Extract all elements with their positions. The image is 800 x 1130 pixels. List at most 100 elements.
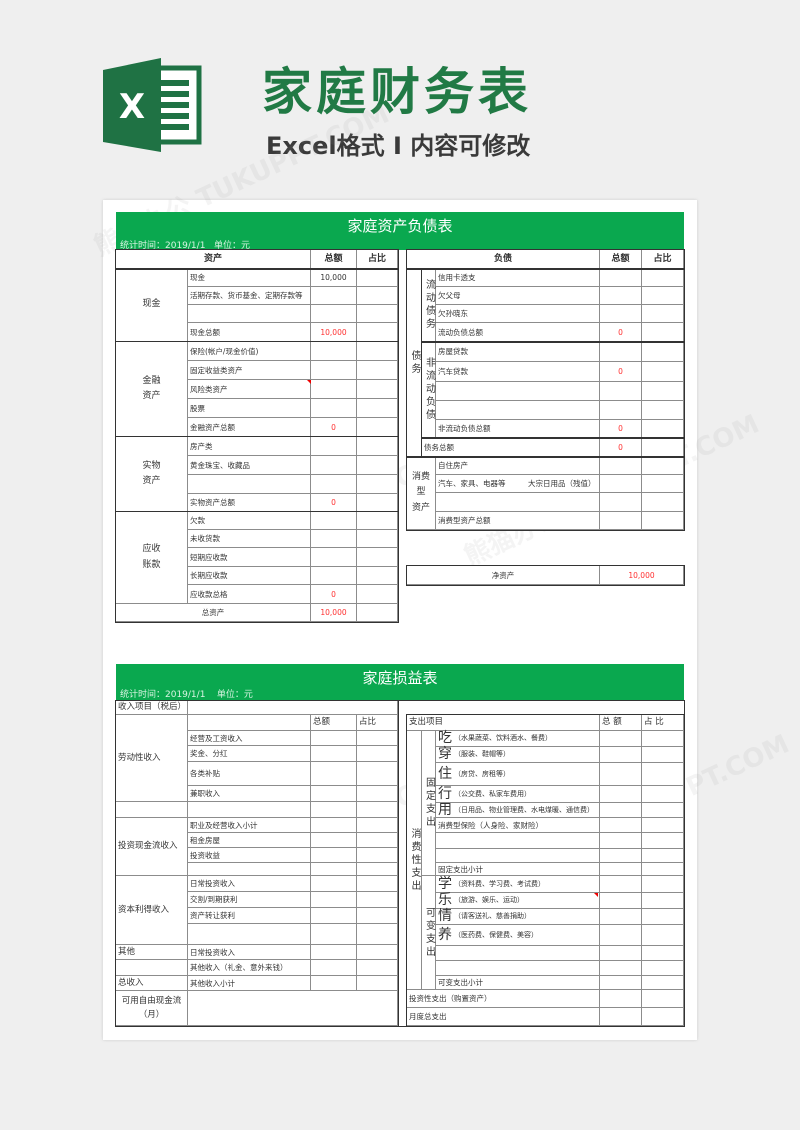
expense-item[interactable]: 可变支出小计	[436, 976, 600, 990]
liability-total-cell[interactable]	[600, 512, 642, 530]
income-ratio-cell[interactable]	[357, 876, 398, 892]
asset-item[interactable]: 股票	[188, 399, 311, 418]
asset-category[interactable]: 实物 资产	[116, 437, 188, 512]
expense-total-cell[interactable]	[600, 925, 642, 946]
expense-ratio-cell[interactable]	[642, 763, 684, 786]
income-total-cell[interactable]	[311, 848, 357, 863]
blank-cell[interactable]	[188, 715, 311, 731]
expense-ratio-cell[interactable]	[642, 833, 684, 849]
asset-item[interactable]: 未收货款	[188, 530, 311, 548]
liability-item[interactable]: 自住房产	[436, 457, 600, 475]
asset-item[interactable]: 固定收益类资产	[188, 361, 311, 380]
column-header-total[interactable]: 总额	[311, 715, 357, 731]
comment-indicator-icon[interactable]	[307, 380, 311, 384]
expense-total-cell[interactable]	[600, 909, 642, 925]
income-ratio-cell[interactable]	[357, 818, 398, 833]
blank-cell[interactable]	[116, 802, 188, 818]
income-total-cell[interactable]	[311, 786, 357, 802]
asset-ratio-cell[interactable]	[357, 323, 398, 342]
liability-total-cell[interactable]	[600, 493, 642, 512]
expense-item[interactable]: 情（请客送礼、慈善捐助）	[436, 908, 600, 925]
expense-item[interactable]: 穿（服装、鞋帽等）	[436, 746, 600, 763]
liability-ratio-cell[interactable]	[642, 493, 684, 512]
liability-ratio-cell[interactable]	[642, 362, 684, 382]
asset-ratio-cell[interactable]	[357, 287, 398, 305]
asset-item[interactable]: 短期应收款	[188, 548, 311, 567]
expense-total-cell[interactable]	[600, 786, 642, 803]
asset-ratio-cell[interactable]	[357, 342, 398, 361]
fixed-expense-label[interactable]: 固定支出	[422, 731, 436, 876]
liability-item[interactable]: 非流动负债总额	[436, 420, 600, 438]
expense-item[interactable]	[436, 849, 600, 863]
income-total-cell[interactable]	[311, 945, 357, 960]
expense-item[interactable]: 固定支出小计	[436, 863, 600, 876]
net-assets-value[interactable]: 10,000	[600, 566, 684, 585]
asset-total-cell[interactable]	[311, 512, 357, 530]
expense-ratio-cell[interactable]	[642, 818, 684, 833]
expense-total-cell[interactable]	[600, 990, 642, 1008]
expense-ratio-cell[interactable]	[642, 976, 684, 990]
asset-item[interactable]: 现金	[188, 269, 311, 287]
income-total-cell[interactable]	[311, 818, 357, 833]
liability-total-cell[interactable]	[600, 305, 642, 323]
expense-ratio-cell[interactable]	[642, 990, 684, 1008]
total-assets-label[interactable]: 总资产	[116, 604, 311, 622]
asset-ratio-cell[interactable]	[357, 399, 398, 418]
asset-item[interactable]: 欠款	[188, 512, 311, 530]
liability-item[interactable]: 汽车、家具、电器等 大宗日用品（残值）	[436, 475, 600, 493]
asset-total-cell[interactable]	[311, 567, 357, 585]
income-item[interactable]	[188, 924, 311, 945]
asset-item[interactable]: 风险类资产	[188, 380, 311, 399]
liability-ratio-cell[interactable]	[642, 287, 684, 305]
expense-total-cell[interactable]	[600, 1008, 642, 1026]
income-item[interactable]: 其他收入（礼金、意外来钱）	[188, 960, 311, 976]
asset-total-cell[interactable]: 0	[311, 418, 357, 437]
column-header-total[interactable]: 总 额	[600, 715, 642, 731]
blank-cell[interactable]	[188, 802, 311, 818]
income-total-cell[interactable]	[311, 762, 357, 786]
income-total-cell[interactable]	[311, 833, 357, 848]
expense-item[interactable]: 住（房贷、房租等）	[436, 763, 600, 786]
asset-total-cell[interactable]: 0	[311, 494, 357, 512]
asset-item[interactable]: 现金总额	[188, 323, 311, 342]
liability-item[interactable]: 欠父母	[436, 287, 600, 305]
asset-total-cell[interactable]: 0	[311, 585, 357, 604]
expense-section-label[interactable]: 支出项目	[407, 715, 600, 731]
liability-ratio-cell[interactable]	[642, 420, 684, 438]
asset-ratio-cell[interactable]	[357, 494, 398, 512]
income-category[interactable]: 资本利得收入	[116, 876, 188, 945]
income-total-cell[interactable]	[311, 892, 357, 908]
asset-item[interactable]: 房产类	[188, 437, 311, 456]
expense-ratio-cell[interactable]	[642, 961, 684, 976]
expense-ratio-cell[interactable]	[642, 876, 684, 893]
income-misc-label[interactable]: 其他	[116, 945, 188, 960]
expense-ratio-cell[interactable]	[642, 849, 684, 863]
income-item[interactable]: 其他收入小计	[188, 976, 311, 991]
asset-ratio-cell[interactable]	[357, 437, 398, 456]
asset-total-cell[interactable]	[311, 437, 357, 456]
expense-item[interactable]: 用（日用品、物业管理费、水电煤暖、通信费）	[436, 802, 600, 818]
expense-ratio-cell[interactable]	[642, 1008, 684, 1026]
blank-cell[interactable]	[188, 701, 398, 715]
asset-total-cell[interactable]	[311, 475, 357, 494]
liability-ratio-cell[interactable]	[642, 382, 684, 401]
asset-total-cell[interactable]	[311, 548, 357, 567]
asset-ratio-cell[interactable]	[357, 305, 398, 323]
expense-total-cell[interactable]	[600, 818, 642, 833]
asset-item[interactable]: 长期应收款	[188, 567, 311, 585]
expense-total-cell[interactable]	[600, 731, 642, 747]
liability-total-cell[interactable]	[600, 287, 642, 305]
income-ratio-cell[interactable]	[357, 908, 398, 924]
investment-expense-label[interactable]: 投资性支出（购置资产）	[407, 990, 600, 1008]
asset-ratio-cell[interactable]	[357, 475, 398, 494]
income-item[interactable]	[188, 863, 311, 876]
column-header-ratio[interactable]: 占比	[642, 250, 684, 269]
expense-total-cell[interactable]	[600, 863, 642, 876]
asset-ratio-cell[interactable]	[357, 585, 398, 604]
liability-total-cell[interactable]	[600, 342, 642, 362]
liability-item[interactable]: 欠孙晓东	[436, 305, 600, 323]
liability-total-cell[interactable]	[600, 475, 642, 493]
expense-ratio-cell[interactable]	[642, 731, 684, 747]
expense-item[interactable]	[436, 946, 600, 961]
asset-item[interactable]: 活期存款、货币基金、定期存款等	[188, 287, 311, 305]
